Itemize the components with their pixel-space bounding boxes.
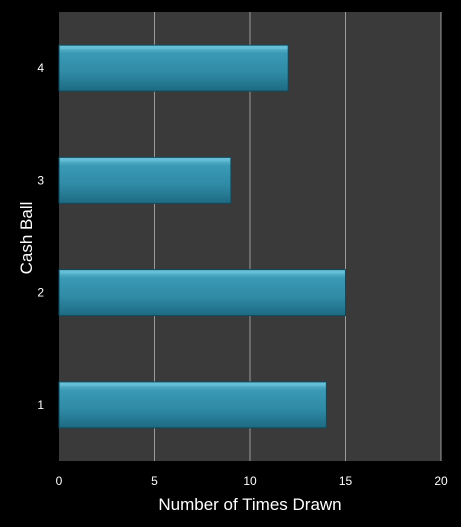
y-tick-label: 1 <box>37 398 44 412</box>
x-tick-label: 20 <box>434 474 448 488</box>
bar-highlight-4 <box>60 46 288 50</box>
bar-highlight-2 <box>60 270 345 274</box>
bar-4 <box>58 44 289 92</box>
x-axis-title: Number of Times Drawn <box>158 495 341 514</box>
bar-2 <box>58 269 346 317</box>
x-tick-label: 0 <box>56 474 63 488</box>
x-tick-label: 5 <box>151 474 158 488</box>
bar-highlight-3 <box>60 158 230 162</box>
y-axis-title: Cash Ball <box>17 202 36 275</box>
x-tick-label: 10 <box>243 474 257 488</box>
y-axis-ticks: 1 2 3 4 <box>37 61 44 412</box>
bar-1 <box>58 381 327 429</box>
y-tick-label: 3 <box>37 173 44 187</box>
y-tick-label: 2 <box>37 286 44 300</box>
y-tick-label: 4 <box>37 61 44 75</box>
x-tick-label: 15 <box>339 474 353 488</box>
bar-3 <box>58 156 232 204</box>
bar-highlight-1 <box>60 382 326 386</box>
x-axis-ticks: 0 5 10 15 20 <box>56 474 448 488</box>
bars <box>58 44 346 429</box>
